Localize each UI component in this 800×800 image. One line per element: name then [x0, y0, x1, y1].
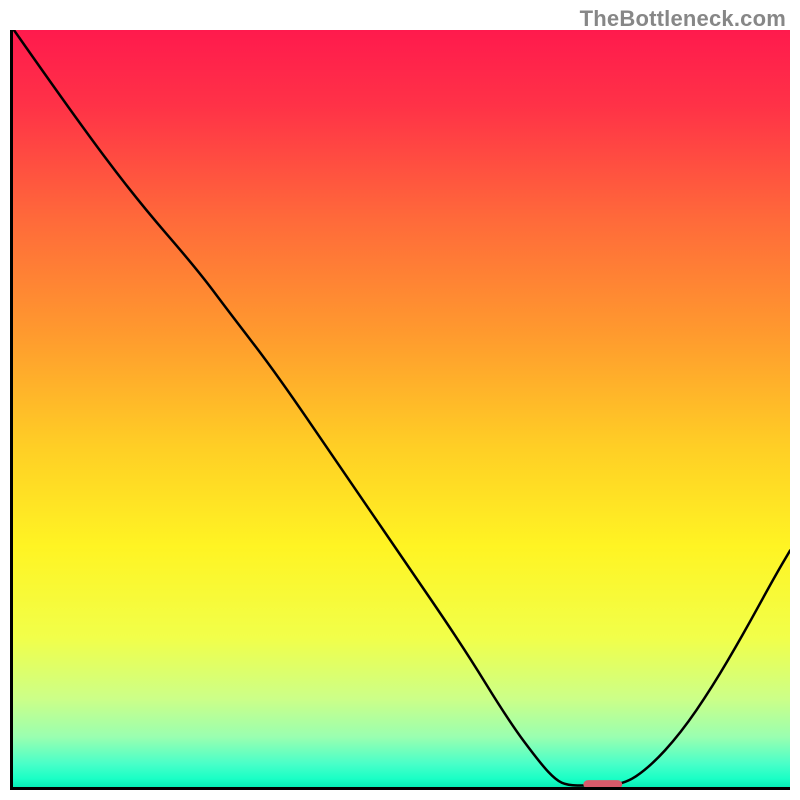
x-axis-border	[10, 787, 790, 790]
plot-area	[10, 30, 790, 790]
watermark-text: TheBottleneck.com	[580, 6, 786, 32]
gradient-background	[10, 30, 790, 790]
chart-frame: TheBottleneck.com	[0, 0, 800, 800]
y-axis-border	[10, 30, 13, 790]
plot-svg	[10, 30, 790, 790]
